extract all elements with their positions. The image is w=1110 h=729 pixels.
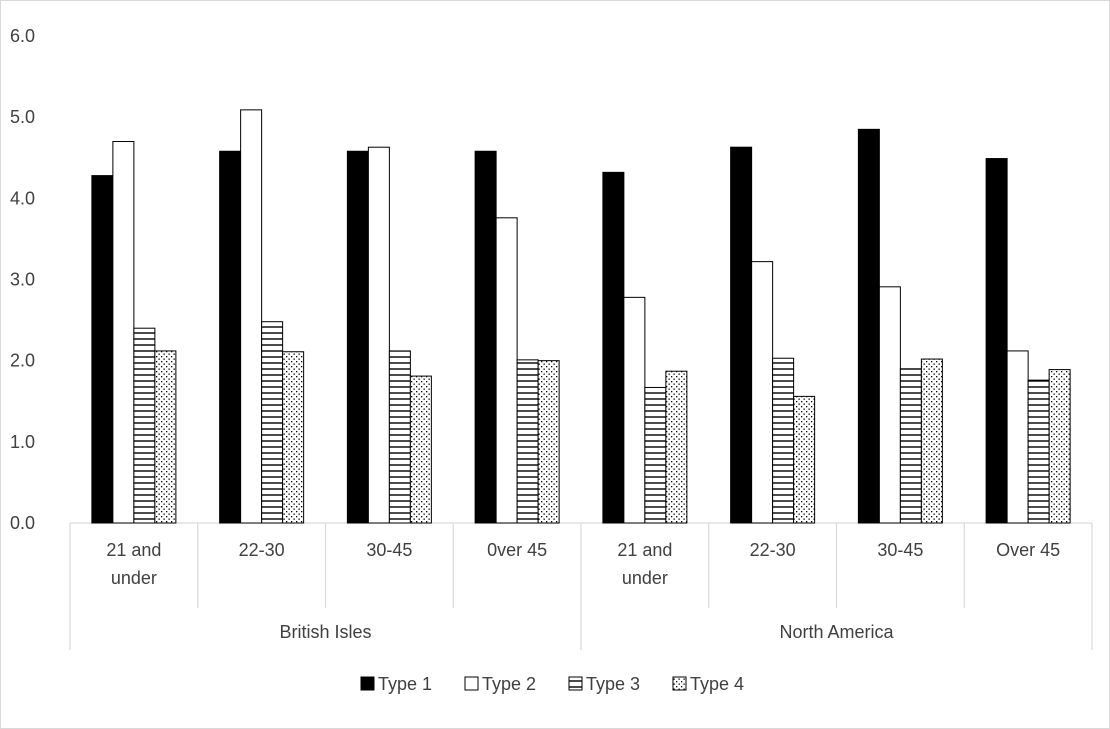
x-group-label: British Isles (279, 622, 371, 642)
legend-swatch (672, 676, 687, 691)
bar-type-1 (91, 175, 114, 524)
labels-layer: 21 and under 22-30 30-45 0ver 45 British Isle… (106, 540, 1060, 642)
x-category-label: 21 and (617, 540, 672, 560)
bar-type-2 (1006, 350, 1029, 524)
legend-label: Type 1 (378, 674, 432, 694)
y-tick-label: 2.0 (10, 351, 35, 371)
legend-label: Type 3 (586, 674, 640, 694)
y-tick-label: 5.0 (10, 107, 35, 127)
bar-type-1 (857, 128, 880, 524)
x-category-label: Over 45 (996, 540, 1060, 560)
bar-type-2 (751, 261, 774, 524)
bar-type-3 (388, 350, 411, 524)
bar-type-3 (644, 386, 667, 524)
x-category-label: 22-30 (239, 540, 285, 560)
bar-type-3 (899, 368, 922, 524)
x-category-label: 30-45 (877, 540, 923, 560)
legend-label: Type 4 (690, 674, 744, 694)
bar-type-4 (154, 350, 177, 524)
bar-type-4 (537, 360, 560, 524)
bar-type-4 (920, 358, 943, 524)
bar-type-3 (1027, 379, 1050, 524)
bar-type-4 (665, 370, 688, 524)
bar-type-4 (409, 375, 432, 524)
y-tick-label: 4.0 (10, 188, 35, 208)
bar-type-2 (623, 296, 646, 524)
bar-type-2 (367, 146, 390, 524)
y-tick-label: 6.0 (10, 26, 35, 46)
legend-swatch (568, 676, 583, 691)
x-category-label: 30-45 (366, 540, 412, 560)
bar-type-4 (793, 395, 816, 524)
bar-type-2 (240, 109, 263, 524)
y-tick-label: 1.0 (10, 432, 35, 452)
x-category-label: 22-30 (750, 540, 796, 560)
bar-type-3 (772, 357, 795, 524)
x-group-label: North America (779, 622, 894, 642)
bar-type-2 (878, 286, 901, 524)
bar-type-1 (474, 150, 497, 524)
bar-type-4 (282, 351, 305, 524)
y-tick-label: 3.0 (10, 270, 35, 290)
legend-swatch (464, 676, 479, 691)
legend-label: Type 2 (482, 674, 536, 694)
bar-type-3 (516, 359, 539, 524)
x-category-label: 0ver 45 (487, 540, 547, 560)
bar-type-4 (1048, 369, 1071, 524)
bar-type-2 (112, 141, 135, 524)
bar-type-1 (730, 146, 753, 524)
bar-type-1 (346, 150, 369, 524)
legend-swatch (360, 676, 375, 691)
bar-type-1 (219, 150, 242, 524)
y-tick-label: 0.0 (10, 513, 35, 533)
bars-layer (91, 109, 1071, 524)
bar-type-3 (133, 327, 156, 524)
legend: Type 1 Type 2 Type 3 Type 4 (360, 674, 744, 694)
bar-type-2 (495, 217, 518, 524)
axis-layer: 0.0 1.0 2.0 3.0 4.0 5.0 6.0 (10, 26, 1093, 650)
x-category-label: under (622, 568, 668, 588)
bar-type-1 (985, 158, 1008, 524)
bar-type-3 (261, 321, 284, 524)
bar-type-1 (602, 171, 625, 524)
x-category-label: under (111, 568, 157, 588)
x-category-label: 21 and (106, 540, 161, 560)
